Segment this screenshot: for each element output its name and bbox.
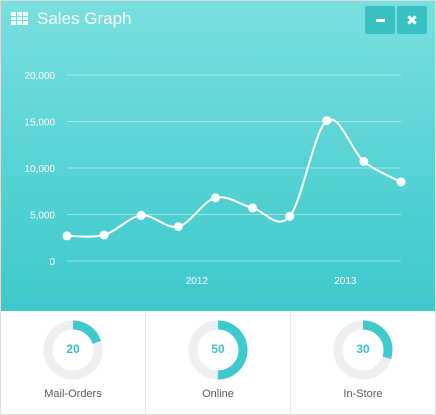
widget-title: Sales Graph: [37, 9, 132, 28]
data-point: [248, 203, 258, 213]
y-tick-label: 15,000: [24, 118, 55, 129]
y-tick-label: 10,000: [24, 164, 55, 175]
data-point: [210, 193, 220, 203]
data-point: [359, 156, 369, 166]
stat-value: 30: [356, 342, 370, 356]
stat-online: 50 Online: [145, 311, 290, 414]
donut-chart: [188, 320, 248, 380]
data-point: [396, 177, 406, 187]
graph-panel: Sales Graph ✖ 0 5,000 10,000 15,000 20,000 20…: [1, 1, 435, 311]
minimize-button[interactable]: [365, 6, 395, 34]
sales-line-chart: 0 5,000 10,000 15,000 20,000 2012 2013: [24, 71, 406, 287]
data-point: [173, 222, 183, 232]
sales-series-line: [66, 118, 402, 238]
stats-row: 20 Mail-Orders 50 Online 30 In-Store: [1, 311, 435, 414]
data-point: [285, 211, 295, 221]
stat-value: 50: [211, 342, 225, 356]
donut-fill: [333, 320, 393, 380]
close-icon: ✖: [406, 11, 418, 28]
y-tick-label: 5,000: [30, 211, 55, 222]
x-tick-label: 2013: [334, 276, 357, 287]
grid-icon: [11, 12, 28, 25]
stat-value: 20: [66, 342, 80, 356]
donut-fill: [43, 320, 103, 380]
stat-label: In-Store: [343, 388, 383, 400]
widget-header: Sales Graph ✖: [1, 1, 435, 39]
stat-label: Online: [202, 388, 234, 400]
data-point: [99, 230, 109, 240]
stat-label: Mail-Orders: [44, 388, 102, 400]
data-point: [322, 116, 332, 126]
x-tick-label: 2012: [186, 276, 209, 287]
stat-in-store: 30 In-Store: [290, 311, 435, 414]
donut-chart: [43, 320, 103, 380]
y-tick-label: 20,000: [24, 71, 55, 82]
donut-fill: [188, 320, 248, 380]
minimize-icon: [375, 18, 385, 22]
close-button[interactable]: ✖: [397, 6, 427, 34]
data-point: [62, 231, 72, 241]
y-tick-label: 0: [49, 257, 55, 268]
donut-chart: [333, 320, 393, 380]
stat-mail-orders: 20 Mail-Orders: [1, 311, 145, 414]
data-point: [136, 210, 146, 220]
